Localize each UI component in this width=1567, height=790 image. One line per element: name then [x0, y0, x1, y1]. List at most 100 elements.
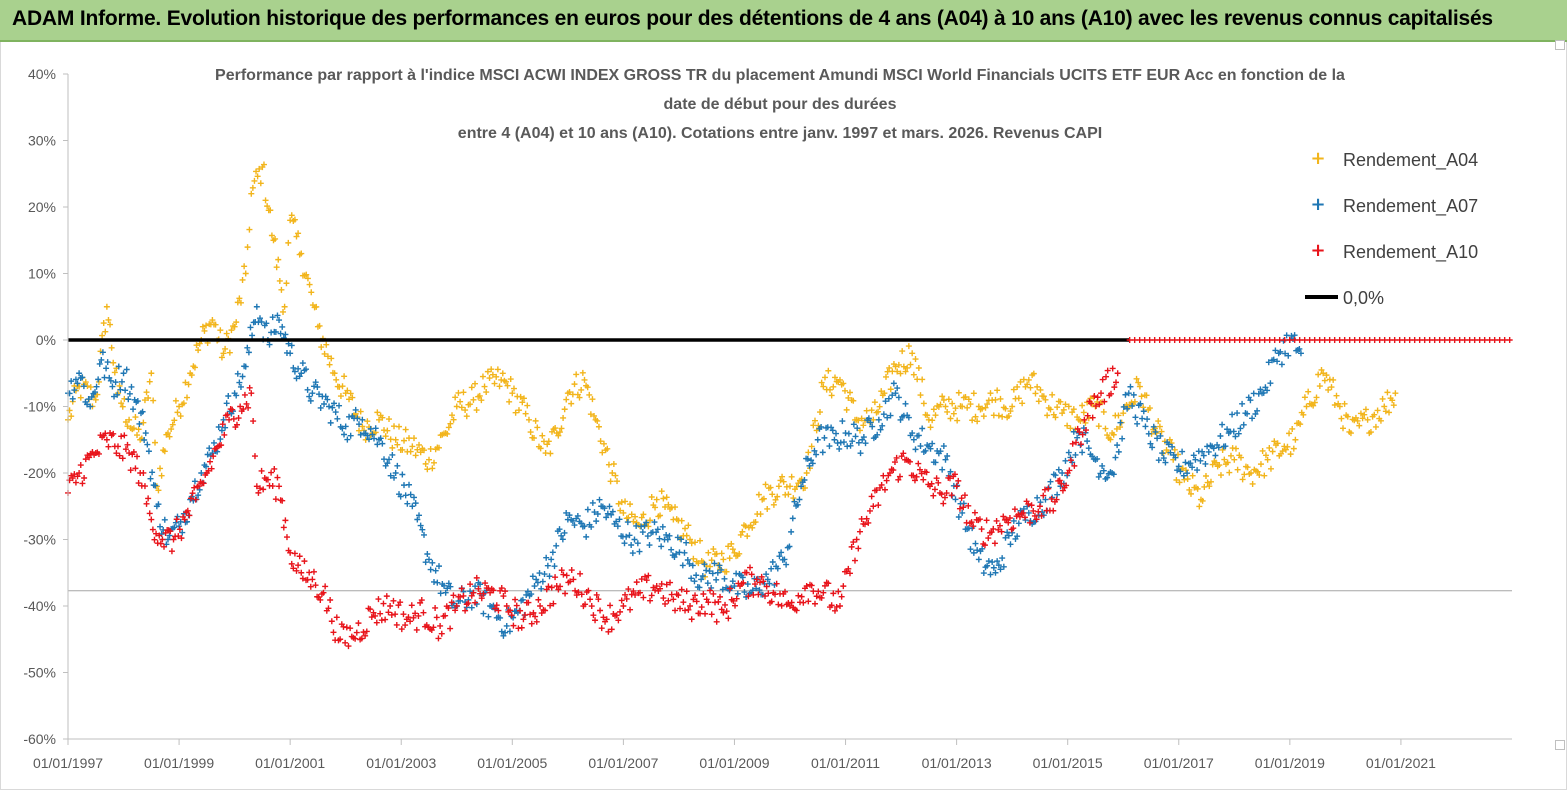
data-point-fill — [507, 376, 514, 383]
data-point — [1320, 370, 1327, 377]
data-point-fill — [811, 447, 818, 454]
data-point-fill — [282, 331, 289, 338]
data-point-fill — [932, 459, 939, 466]
data-point-fill — [68, 378, 75, 385]
data-point-fill — [734, 590, 741, 597]
data-point-fill — [654, 526, 661, 533]
data-point-fill — [372, 425, 379, 432]
data-point-fill — [417, 449, 424, 456]
data-point-fill — [945, 396, 952, 403]
data-point-fill — [974, 418, 981, 425]
data-point-fill — [333, 614, 340, 621]
data-point-fill — [605, 628, 612, 635]
data-point-fill — [1262, 452, 1269, 459]
data-point-fill — [1160, 455, 1167, 462]
data-point-fill — [118, 400, 125, 407]
data-point-fill — [571, 522, 578, 529]
data-point-fill — [548, 584, 555, 591]
data-point-fill — [240, 406, 247, 413]
data-point — [409, 503, 416, 510]
data-point-fill — [1206, 483, 1213, 490]
data-point-fill — [532, 613, 539, 620]
data-point-fill — [788, 599, 795, 606]
data-point-fill — [640, 594, 647, 601]
data-point-fill — [239, 276, 246, 283]
data-point-fill — [1112, 454, 1119, 461]
data-point-fill — [502, 588, 509, 595]
data-point-fill — [1169, 443, 1176, 450]
data-point-fill — [955, 389, 962, 396]
data-point-fill — [604, 510, 611, 517]
data-point-fill — [299, 360, 306, 367]
data-point-fill — [956, 505, 963, 512]
data-point-fill — [400, 611, 407, 618]
data-point-fill — [397, 599, 404, 606]
data-point-fill — [99, 349, 106, 356]
data-point-fill — [969, 417, 976, 424]
data-point-fill — [489, 371, 496, 378]
resize-handle-bottom-right[interactable] — [1555, 740, 1565, 750]
data-point-fill — [1217, 432, 1224, 439]
data-point-fill — [779, 556, 786, 563]
data-point-fill — [818, 379, 825, 386]
data-point-fill — [1184, 470, 1191, 477]
data-point-fill — [944, 453, 951, 460]
data-point-fill — [826, 443, 833, 450]
data-point-fill — [545, 438, 552, 445]
resize-handle-top-right[interactable] — [1555, 40, 1565, 50]
data-point — [992, 569, 999, 576]
data-point-fill — [729, 578, 736, 585]
data-point-fill — [996, 522, 1003, 529]
data-point-fill — [538, 585, 545, 592]
data-point-fill — [1021, 514, 1028, 521]
data-point-fill — [1257, 461, 1264, 468]
data-point-fill — [894, 385, 901, 392]
data-point-fill — [596, 496, 603, 503]
data-point — [653, 496, 660, 503]
data-point-fill — [788, 473, 795, 480]
data-point-fill — [895, 394, 902, 401]
data-point-fill — [1237, 425, 1244, 432]
data-point — [176, 523, 183, 530]
data-point-fill — [345, 643, 352, 650]
data-point — [720, 609, 727, 616]
data-point-fill — [344, 436, 351, 443]
data-point-fill — [682, 525, 689, 532]
data-point-fill — [444, 585, 451, 592]
data-point-fill — [1289, 425, 1296, 432]
data-point-fill — [111, 369, 118, 376]
data-point-fill — [830, 383, 837, 390]
data-point-fill — [671, 554, 678, 561]
data-point-fill — [1063, 482, 1070, 489]
data-point-fill — [304, 275, 311, 282]
data-point-fill — [678, 517, 685, 524]
data-point-fill — [433, 614, 440, 621]
data-point-fill — [830, 590, 837, 597]
data-point-fill — [845, 565, 852, 572]
data-point-fill — [178, 535, 185, 542]
data-point-fill — [448, 599, 455, 606]
data-point-fill — [1088, 400, 1095, 407]
data-point-fill — [1047, 478, 1054, 485]
data-point-fill — [999, 555, 1006, 562]
data-point-fill — [161, 543, 168, 550]
data-point-fill — [900, 363, 907, 370]
data-point-fill — [253, 168, 260, 175]
data-point-fill — [301, 558, 308, 565]
data-point-fill — [696, 584, 703, 591]
data-point-fill — [1262, 384, 1269, 391]
y-tick-label: -40% — [23, 598, 56, 614]
data-point-fill — [1113, 379, 1120, 386]
data-point-fill — [95, 450, 102, 457]
data-point-fill — [960, 504, 967, 511]
data-point-fill — [940, 443, 947, 450]
data-point — [620, 603, 627, 609]
data-point-fill — [563, 572, 570, 579]
data-point-fill — [357, 431, 364, 438]
data-point-fill — [579, 369, 586, 376]
data-point-fill — [728, 584, 735, 591]
data-point-fill — [665, 501, 672, 508]
data-point-fill — [304, 576, 311, 583]
data-point — [1142, 423, 1149, 430]
data-point-fill — [1062, 401, 1069, 408]
